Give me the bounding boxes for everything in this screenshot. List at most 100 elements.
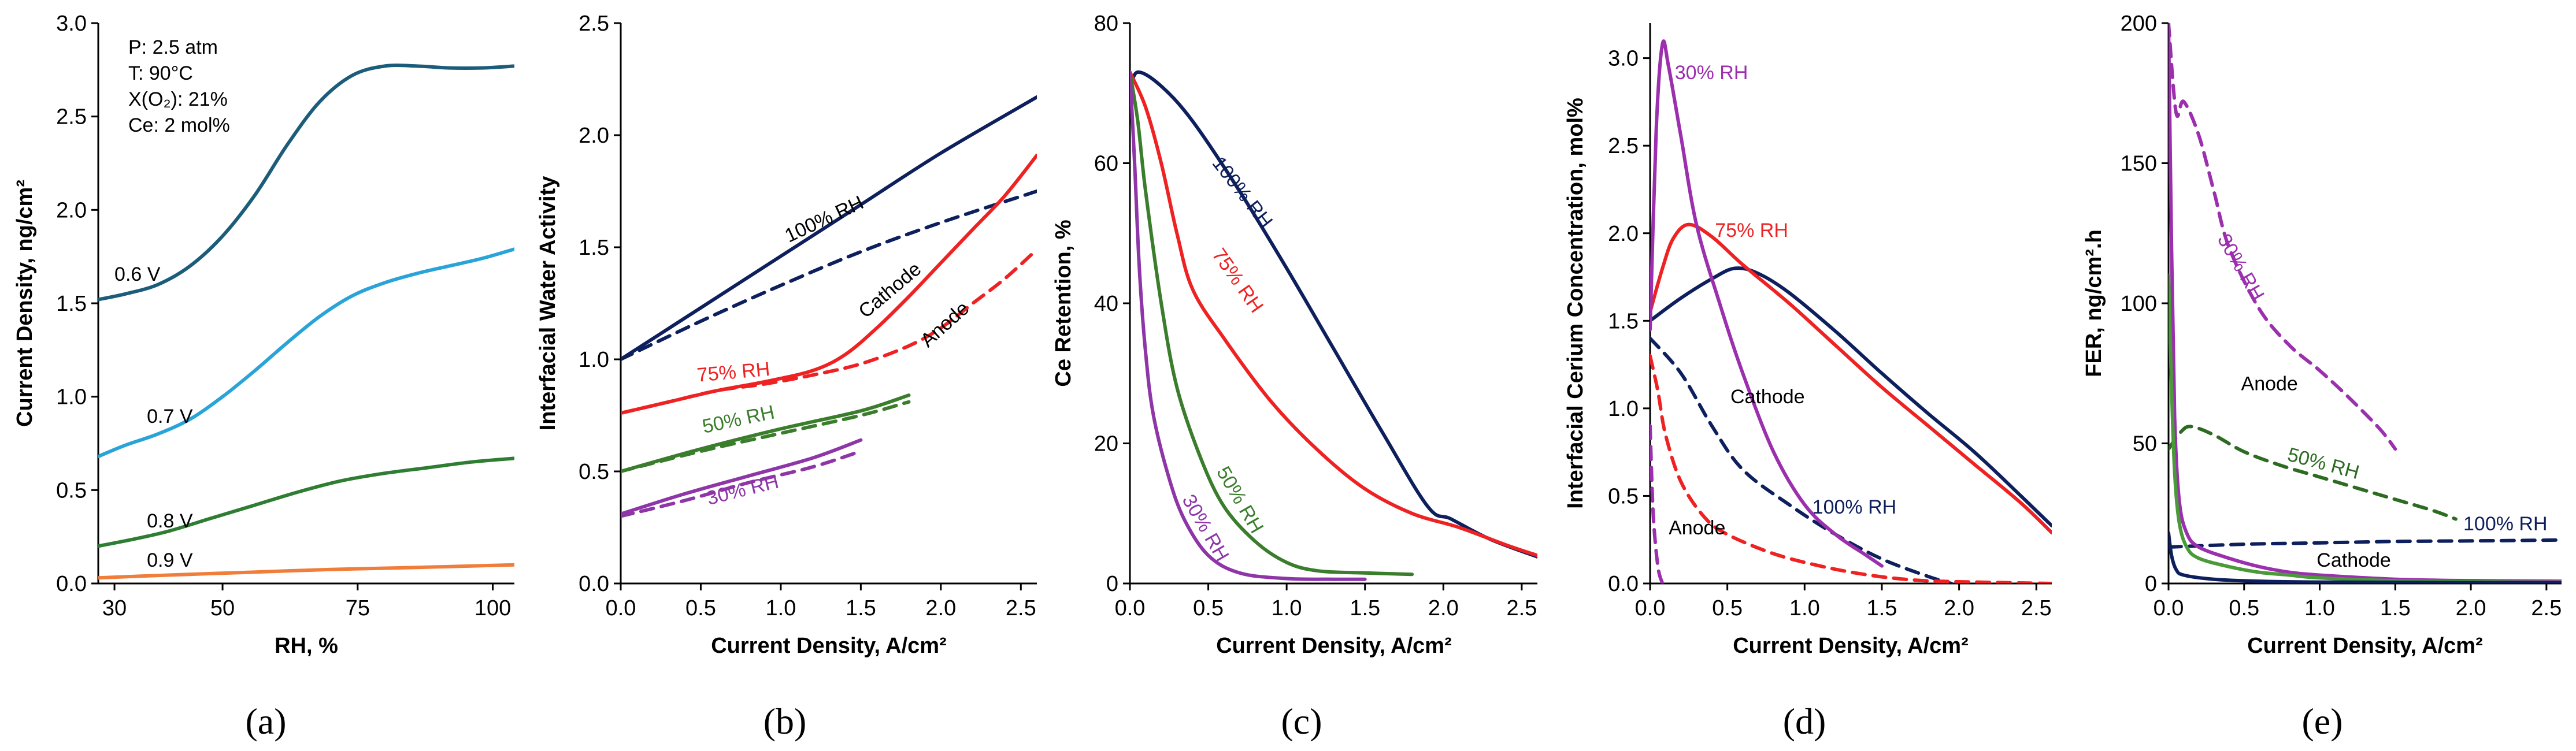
panel-a-x-tick-label: 100 <box>475 596 511 620</box>
panel-d-annotation-cathode: Cathode <box>1730 386 1805 408</box>
panel-a-annotation-0-8-v: 0.8 V <box>147 510 193 532</box>
panel-e-xlabel: Current Density, A/cm² <box>2247 634 2483 658</box>
panel-d-x-tick-label: 1.0 <box>1789 596 1820 620</box>
panel-b-y-tick-label: 0.5 <box>579 460 609 484</box>
panel-a: 30 50 75 100 0.0 0.5 1.0 1.5 2.0 2.5 3.0 0.6 V 0.7 V… <box>56 12 514 620</box>
panel-d-annotation-30-rh: 30% RH <box>1675 62 1748 84</box>
panel-d-label: (d) <box>1783 701 1826 742</box>
panel-e-series-30-rh-anode <box>2169 23 2397 451</box>
panel-d-x-tick-label: 0.5 <box>1712 596 1743 620</box>
panel-d-xlabel: Current Density, A/cm² <box>1733 634 1969 658</box>
panel-b-y-tick-label: 1.5 <box>579 236 609 260</box>
panel-a-series-group <box>98 64 514 580</box>
panel-b-series-100-rh-cathode <box>621 95 1037 361</box>
panel-c-ylabel: Ce Retention, % <box>1051 220 1076 386</box>
panel-c-y-tick-label: 60 <box>1094 152 1118 176</box>
panel-a-y-tick-label: 0.0 <box>56 572 87 596</box>
panel-b-xlabel: Current Density, A/cm² <box>711 634 947 658</box>
panel-d-y-tick-label: 0.0 <box>1608 572 1639 596</box>
panel-d-y-tick-label: 3.0 <box>1608 47 1639 71</box>
panel-b-x-tick-label: 0.5 <box>685 596 716 620</box>
panel-b-series-100-rh-anode <box>621 189 1037 361</box>
panel-a-series-0-6-v <box>98 64 514 302</box>
panel-b-x-tick-label: 1.5 <box>846 596 876 620</box>
panel-b-ylabel: Interfacial Water Activity <box>536 176 560 431</box>
panel-c-y-tick-label: 20 <box>1094 432 1118 456</box>
panel-c-x-tick-label: 1.0 <box>1272 596 1302 620</box>
panel-a-y-tick-label: 2.0 <box>56 198 87 222</box>
panel-d: 0.0 0.5 1.0 1.5 2.0 2.5 0.0 0.5 1.0 1.5 2.0 2.5 3.0 3… <box>1608 23 2052 620</box>
panel-e-series-100-rh-anode <box>2169 538 2562 549</box>
panel-c-label: (c) <box>1281 701 1322 742</box>
panel-e-series-100-rh-cathode <box>2169 531 2562 583</box>
panel-e-x-tick-label: 2.5 <box>2531 596 2562 620</box>
panel-c-x-tick-label: 2.5 <box>1506 596 1537 620</box>
panel-d-series-75-rh-cathode <box>1650 222 2052 535</box>
panel-a-annotation-0-9-v: 0.9 V <box>147 549 193 571</box>
info-pressure: P: 2.5 atm <box>128 36 218 58</box>
panel-d-series-30-rh-cathode <box>1650 39 1884 568</box>
panel-a-series-0-7-v <box>98 247 514 459</box>
panel-c-series-group <box>1130 70 1537 581</box>
panel-d-ylabel: Interfacial Cerium Concentration, mol% <box>1563 98 1588 509</box>
panel-b-x-tick-label: 0.0 <box>606 596 636 620</box>
panel-d-annotation-anode: Anode <box>1669 517 1725 539</box>
panel-e-annotation-100-rh: 100% RH <box>2463 513 2548 535</box>
panel-c-series-50-rh <box>1130 70 1414 577</box>
panel-a-ylabel: Current Density, ng/cm² <box>13 180 37 427</box>
panel-e-y-tick-label: 100 <box>2121 292 2157 316</box>
panel-e-y-tick-label: 150 <box>2121 152 2157 176</box>
info-oxygen-fraction: X(O₂): 21% <box>128 88 228 110</box>
panel-d-series-group <box>1650 39 2052 583</box>
panel-a-label: (a) <box>245 701 286 742</box>
panel-b-y-tick-label: 2.5 <box>579 12 609 36</box>
panel-e-y-tick-label: 200 <box>2121 12 2157 36</box>
panel-a-series-0-9-v <box>98 563 514 580</box>
panel-e-annotation-anode: Anode <box>2241 373 2298 395</box>
panel-a-info-box: P: 2.5 atm T: 90°C X(O₂): 21% Ce: 2 mol% <box>128 36 230 136</box>
panel-d-x-tick-label: 2.0 <box>1944 596 1974 620</box>
panel-d-x-tick-label: 1.5 <box>1867 596 1897 620</box>
panel-d-y-tick-label: 0.5 <box>1608 484 1639 508</box>
panel-c-y-tick-label: 0 <box>1106 572 1118 596</box>
panel-a-y-tick-label: 1.0 <box>56 385 87 410</box>
panel-b-y-tick-label: 1.0 <box>579 348 609 372</box>
panel-c-series-100-rh <box>1130 70 1537 559</box>
panel-b-series-group <box>621 95 1037 518</box>
panel-e-x-tick-label: 0.0 <box>2154 596 2184 620</box>
panel-b-series-30-rh-anode <box>621 449 863 518</box>
panel-d-annotation-75-rh: 75% RH <box>1715 220 1788 241</box>
panel-d-x-tick-label: 2.5 <box>2021 596 2052 620</box>
info-temperature: T: 90°C <box>128 62 193 84</box>
panel-b-series-50-rh-anode <box>621 400 911 473</box>
panel-a-x-tick-label: 75 <box>346 596 370 620</box>
panel-c-x-tick-label: 0.0 <box>1115 596 1146 620</box>
panel-e-x-tick-label: 1.5 <box>2380 596 2411 620</box>
panel-a-series-0-8-v <box>98 456 514 548</box>
panel-a-x-tick-label: 50 <box>210 596 235 620</box>
panel-c-x-tick-label: 2.0 <box>1428 596 1459 620</box>
panel-c-y-tick-label: 80 <box>1094 12 1118 36</box>
panel-e-x-tick-label: 0.5 <box>2229 596 2259 620</box>
panel-d-y-tick-label: 1.0 <box>1608 397 1639 421</box>
panel-b-y-tick-label: 2.0 <box>579 124 609 148</box>
panel-e-x-tick-label: 1.0 <box>2304 596 2335 620</box>
panel-c-x-tick-label: 0.5 <box>1193 596 1224 620</box>
panel-d-y-tick-label: 1.5 <box>1608 309 1639 333</box>
panel-e-label: (e) <box>2301 701 2343 742</box>
panel-b-y-tick-label: 0.0 <box>579 572 609 596</box>
panel-a-y-tick-label: 3.0 <box>56 12 87 36</box>
panel-a-y-tick-label: 0.5 <box>56 478 87 503</box>
panel-e-x-tick-label: 2.0 <box>2456 596 2486 620</box>
panel-c-series-75-rh <box>1130 70 1537 557</box>
panel-d-x-tick-label: 0.0 <box>1635 596 1666 620</box>
info-cerium-loading: Ce: 2 mol% <box>128 114 230 136</box>
panel-c-xlabel: Current Density, A/cm² <box>1216 634 1452 658</box>
panel-b-label: (b) <box>763 701 807 742</box>
panel-a-y-tick-label: 1.5 <box>56 292 87 316</box>
panel-b-x-tick-label: 2.5 <box>1006 596 1036 620</box>
panel-e-ylabel: FER, ng/cm².h <box>2082 229 2106 377</box>
panel-e-series-50-rh-anode <box>2169 425 2458 521</box>
